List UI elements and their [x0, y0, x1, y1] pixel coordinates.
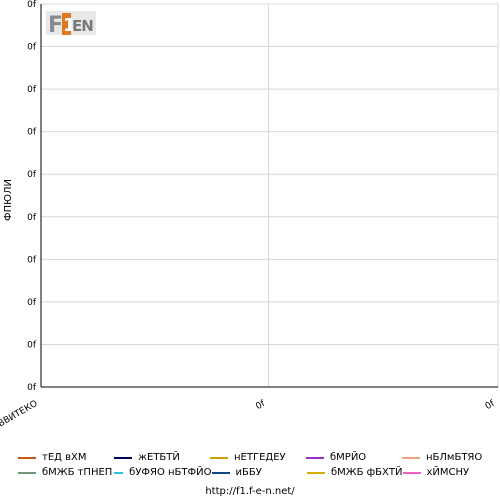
- legend-item: нБЛмБТЯО: [402, 452, 498, 463]
- y-tick-label: 0f: [27, 255, 37, 265]
- legend-swatch: [210, 456, 228, 459]
- legend-label: хЙМСНУ: [426, 467, 470, 478]
- legend-label: бМЖБ фБХТЙ: [331, 467, 403, 478]
- y-tick-label: 0f: [27, 383, 37, 393]
- legend-label: тЕД вХМ: [42, 452, 87, 463]
- legend-label: нЕТГЕДЕУ: [234, 452, 286, 463]
- legend-swatch: [18, 456, 36, 459]
- legend-swatch: [113, 471, 124, 474]
- legend-swatch: [402, 471, 421, 474]
- legend-swatch: [307, 471, 325, 474]
- y-axis-label: ФПЮЛИ: [3, 179, 14, 221]
- legend-item: бМРЙО: [306, 452, 402, 463]
- y-tick-label: 0f: [27, 85, 37, 95]
- legend-item: иББУ: [211, 467, 308, 478]
- svg-text:F: F: [48, 13, 62, 37]
- x-tick-label: ВВИТЕКО: [0, 399, 39, 430]
- y-tick-label: 0f: [27, 43, 37, 53]
- f1en-logo: F 1 EN: [46, 9, 98, 38]
- x-tick-labels: ВВИТЕКО 0f 0f: [0, 399, 497, 430]
- legend-item: тЕД вХМ: [18, 452, 114, 463]
- axes: [40, 4, 498, 388]
- legend-swatch: [114, 456, 132, 459]
- legend-label: нБЛмБТЯО: [426, 452, 483, 463]
- y-tick-labels: 0f 0f 0f 0f 0f 0f 0f 0f 0f 0f: [27, 0, 37, 393]
- x-tick-label: 0f: [484, 399, 497, 413]
- y-tick-label: 0f: [27, 170, 37, 180]
- x-tick-label: 0f: [254, 399, 267, 413]
- y-tick-label: 0f: [27, 128, 37, 138]
- legend-item: бМЖБ тПНЕП: [18, 467, 114, 478]
- legend-label: иББУ: [235, 467, 262, 478]
- legend-swatch: [306, 456, 324, 459]
- svg-text:EN: EN: [72, 17, 93, 35]
- legend-item: бМЖБ фБХТЙ: [307, 467, 403, 478]
- y-tick-label: 0f: [27, 213, 37, 223]
- footer-url: http://f1.f-e-n.net/: [205, 486, 295, 497]
- legend-swatch: [211, 471, 230, 474]
- legend-label: бМЖБ тПНЕП: [42, 467, 113, 478]
- legend-label: бМРЙО: [330, 452, 367, 463]
- y-tick-label: 0f: [27, 298, 37, 308]
- grid: [41, 3, 499, 388]
- legend-swatch: [18, 471, 36, 474]
- y-tick-label: 0f: [27, 0, 37, 10]
- legend-swatch: [402, 456, 420, 459]
- legend-item: бУФЯО нБТФЙО: [113, 467, 212, 478]
- legend: тЕД вХМ жЕТБТЙ нЕТГЕДЕУ бМРЙО нБЛмБТЯО бМЖБ …: [18, 450, 498, 480]
- legend-label: жЕТБТЙ: [138, 452, 180, 463]
- y-tick-label: 0f: [27, 340, 37, 350]
- svg-text:1: 1: [63, 15, 76, 36]
- legend-label: бУФЯО нБТФЙО: [129, 467, 212, 478]
- legend-item: жЕТБТЙ: [114, 452, 210, 463]
- legend-item: нЕТГЕДЕУ: [210, 452, 306, 463]
- legend-item: хЙМСНУ: [402, 467, 499, 478]
